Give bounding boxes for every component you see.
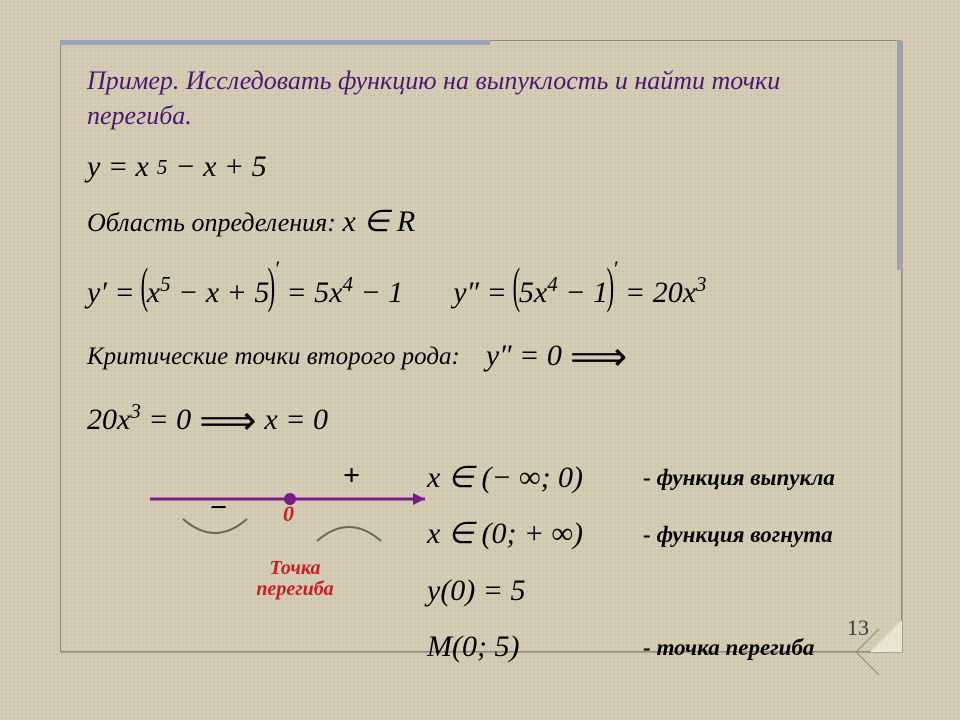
inflection-point: M(0; 5) <box>427 627 623 668</box>
implies-arrow-2: ⟹ <box>199 394 256 448</box>
second-derivative: y″ = (5x4 − 1)′ = 20x3 <box>453 254 706 314</box>
critical-points-row: Критические точки второго рода: y″ = 0 ⟹ <box>87 330 875 384</box>
inflection-axis-label: Точка перегиба <box>145 558 445 600</box>
y-at-zero: y(0) = 5 <box>427 571 623 612</box>
slide-card: Пример. Исследовать функцию на выпуклост… <box>60 40 902 652</box>
critical-eq2: 20x3 = 0 <box>87 400 191 441</box>
interval-1-desc: - функция выпукла <box>643 462 875 493</box>
svg-text:+: + <box>343 459 360 492</box>
example-title: Пример. Исследовать функцию на выпуклост… <box>87 63 875 133</box>
page-fold-icon <box>870 620 902 652</box>
domain-label: Область определения: <box>87 208 336 237</box>
critical-points-label: Критические точки второго рода: <box>87 340 460 374</box>
implies-arrow-1: ⟹ <box>570 330 627 384</box>
first-derivative: y′ = (x5 − x + 5)′ = 5x4 − 1 <box>87 254 403 314</box>
accent-right <box>897 40 902 270</box>
accent-top <box>60 40 490 45</box>
critical-solve-row: 20x3 = 0 ⟹ x = 0 <box>87 394 875 448</box>
interval-1: x ∈ (− ∞; 0) <box>427 458 623 499</box>
function-definition: y = x5 − x + 5 <box>87 147 875 188</box>
page-number: 13 <box>847 615 869 641</box>
critical-solution: x = 0 <box>264 400 328 441</box>
conclusions-grid: x ∈ (− ∞; 0) - функция выпукла x ∈ (0; +… <box>427 458 875 668</box>
interval-2: x ∈ (0; + ∞) <box>427 514 623 555</box>
inflection-point-desc: - точка перегиба <box>643 632 875 663</box>
domain-line: Область определения: x ∈ R <box>87 202 875 243</box>
domain-value: x ∈ R <box>342 205 415 238</box>
axis-svg: − + 0 <box>145 459 445 549</box>
svg-text:0: 0 <box>283 501 294 526</box>
derivatives-row: y′ = (x5 − x + 5)′ = 5x4 − 1 y″ = (5x4 −… <box>87 254 875 314</box>
interval-2-desc: - функция вогнута <box>643 519 875 550</box>
svg-text:−: − <box>210 491 227 524</box>
critical-eq: y″ = 0 <box>486 336 562 377</box>
sign-axis-diagram: − + 0 Точка перегиба <box>145 459 445 589</box>
